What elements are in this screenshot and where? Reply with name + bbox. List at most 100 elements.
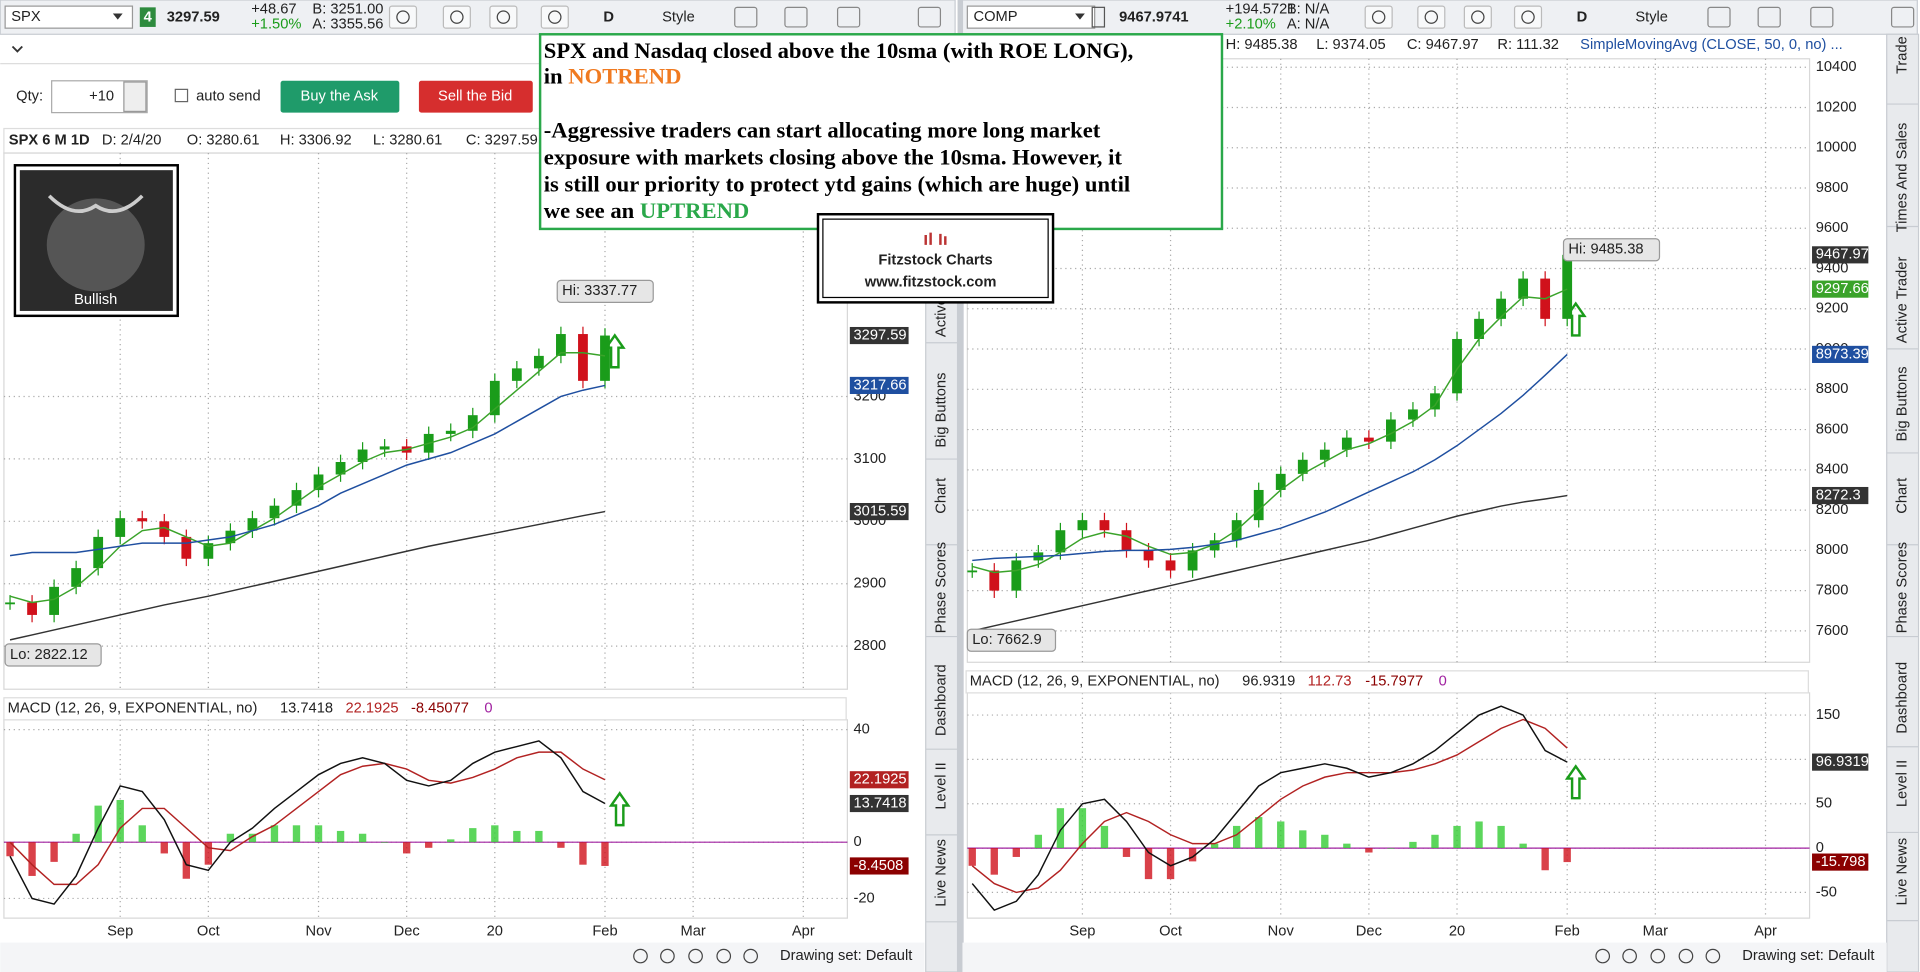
histogram-bar xyxy=(380,842,389,843)
note-line: is still our priority to protect ytd gai… xyxy=(544,171,1130,196)
drawing-set[interactable]: Drawing set: Default xyxy=(1742,948,1874,964)
side-tab[interactable]: Phase Scores xyxy=(934,542,950,633)
y-tick-label: 10000 xyxy=(1816,140,1857,156)
side-tab[interactable]: Big Buttons xyxy=(934,373,950,448)
tool-button[interactable] xyxy=(489,5,518,29)
link-icon xyxy=(1091,6,1106,28)
x-tick-label: 20 xyxy=(487,923,503,939)
bull-horns xyxy=(47,194,144,213)
tool-button[interactable] xyxy=(734,6,758,28)
zoom-tool[interactable] xyxy=(1595,948,1611,964)
last-value-label: 8973.39 xyxy=(1816,346,1869,362)
side-tab[interactable]: Live News xyxy=(934,839,950,907)
histogram-bar xyxy=(1034,834,1043,849)
zoom-tool[interactable] xyxy=(1678,948,1694,964)
side-tab[interactable]: Dashboard xyxy=(934,664,950,736)
x-tick-label: Apr xyxy=(792,923,815,939)
side-tab[interactable]: Chart xyxy=(1894,478,1910,514)
style-button[interactable]: Style xyxy=(662,10,695,26)
tool-button[interactable] xyxy=(1890,6,1915,28)
last-price: 3297.59 xyxy=(167,10,220,26)
last-value-tag xyxy=(1812,753,1869,771)
candle xyxy=(115,518,126,537)
period-button[interactable]: D xyxy=(1577,10,1588,26)
zoom-tool[interactable] xyxy=(633,948,648,964)
panel-frame xyxy=(966,58,1811,663)
header-field: L: 9374.05 xyxy=(1316,37,1385,53)
y-tick-label: -20 xyxy=(853,890,874,906)
side-tab[interactable]: Active Trader xyxy=(1894,257,1910,344)
buy-label[interactable]: Buy the Ask xyxy=(301,89,379,105)
tool-button[interactable] xyxy=(1417,5,1446,29)
side-tab[interactable]: Trade xyxy=(1894,36,1910,74)
tool-button[interactable] xyxy=(1757,6,1781,28)
tool-button[interactable] xyxy=(1364,5,1393,29)
tool-button[interactable] xyxy=(784,6,808,28)
tool-button[interactable] xyxy=(442,5,471,29)
sell-label[interactable]: Sell the Bid xyxy=(438,89,512,105)
side-tab[interactable]: Big Buttons xyxy=(1894,366,1910,441)
collapse-chevron[interactable] xyxy=(11,45,23,53)
buy-button[interactable] xyxy=(280,80,400,113)
side-tab[interactable]: Dashboard xyxy=(1894,662,1910,734)
side-tab[interactable]: Times And Sales xyxy=(1894,123,1910,233)
study-value: MACD (12, 26, 9, EXPONENTIAL, no) xyxy=(8,701,258,717)
drawing-set[interactable]: Drawing set: Default xyxy=(780,948,912,964)
histogram-bar xyxy=(491,825,499,843)
tool-button[interactable] xyxy=(388,5,418,29)
side-tab[interactable]: Chart xyxy=(934,478,950,514)
tool-button[interactable] xyxy=(836,6,861,28)
candle xyxy=(1209,540,1220,551)
zoom-tool[interactable] xyxy=(688,948,703,964)
side-tab[interactable]: Live News xyxy=(1894,838,1910,906)
y-tick-label: 7800 xyxy=(1816,582,1849,598)
period-button[interactable]: D xyxy=(603,10,614,26)
y-tick-label: 9600 xyxy=(1816,220,1849,236)
header-field: O: 3280.61 xyxy=(187,133,260,149)
x-tick-label: Dec xyxy=(1356,923,1382,939)
tool-button[interactable] xyxy=(1810,6,1834,28)
tool-button[interactable] xyxy=(917,6,942,28)
auto-send-checkbox[interactable] xyxy=(174,88,189,103)
series-line xyxy=(971,718,1568,894)
candle xyxy=(578,334,588,381)
style-button[interactable]: Style xyxy=(1635,10,1668,26)
histogram-bar xyxy=(1563,848,1571,863)
zoom-tool[interactable] xyxy=(660,948,675,964)
zoom-tool[interactable] xyxy=(1705,948,1721,964)
histogram-bar xyxy=(1078,808,1087,849)
tool-button[interactable] xyxy=(1707,6,1731,28)
side-tab[interactable]: Phase Scores xyxy=(1894,542,1910,633)
zoom-tool[interactable] xyxy=(1622,948,1637,964)
last-value-tag xyxy=(849,794,909,813)
zoom-tool[interactable] xyxy=(743,948,759,964)
series-line xyxy=(9,740,606,905)
candle xyxy=(269,505,280,519)
histogram-bar xyxy=(1409,841,1417,849)
tool-button[interactable] xyxy=(540,5,569,29)
symbol-box[interactable] xyxy=(966,5,1096,29)
link-number: 4 xyxy=(144,10,153,26)
zoom-tool[interactable] xyxy=(716,948,732,964)
zoom-tool[interactable] xyxy=(1650,948,1666,964)
study-value: 96.9319 xyxy=(1242,674,1295,690)
study-value: MACD (12, 26, 9, EXPONENTIAL, no) xyxy=(970,674,1220,690)
x-tick-label: Sep xyxy=(1069,923,1095,939)
side-tab[interactable]: Level II xyxy=(934,762,950,809)
last-value-label: 9297.66 xyxy=(1816,281,1869,297)
qty-spin[interactable] xyxy=(123,81,147,113)
last-value-tag xyxy=(1812,486,1869,505)
symbol-box[interactable] xyxy=(4,5,134,29)
y-tick-label: 8400 xyxy=(1816,462,1849,478)
tool-button[interactable] xyxy=(1463,5,1492,29)
series-line xyxy=(9,352,606,604)
candle xyxy=(203,543,214,559)
candle xyxy=(1143,550,1154,561)
sell-button[interactable] xyxy=(418,80,533,113)
side-tab[interactable]: Level II xyxy=(1894,760,1910,807)
study-value: 22.1925 xyxy=(345,701,398,717)
tool-button[interactable] xyxy=(1513,5,1543,29)
note-box xyxy=(538,33,1224,231)
